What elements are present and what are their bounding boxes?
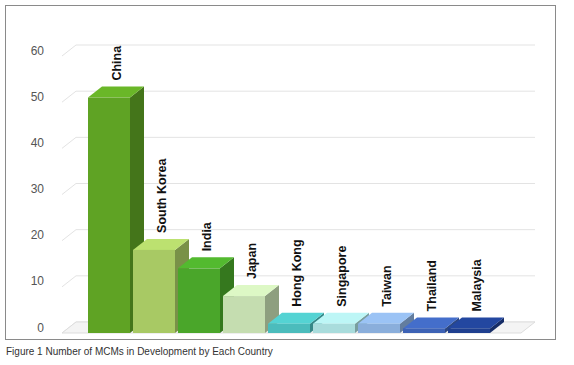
category-label: South Korea bbox=[155, 158, 169, 233]
bar-top bbox=[88, 87, 144, 98]
category-label: Singapore bbox=[335, 246, 349, 307]
frame bbox=[6, 6, 556, 340]
bar bbox=[88, 98, 130, 333]
bar bbox=[358, 324, 400, 333]
labels: China South Korea India Japan Hong Kong Singa… bbox=[110, 45, 484, 312]
bar-top bbox=[178, 257, 234, 268]
grid bbox=[62, 45, 535, 333]
bar bbox=[268, 324, 310, 333]
category-label: China bbox=[110, 45, 124, 81]
bar bbox=[313, 324, 355, 333]
bar bbox=[178, 268, 220, 333]
grid-line bbox=[62, 45, 535, 56]
bar-top bbox=[223, 285, 279, 296]
chart-svg: 0 10 20 30 40 50 60 China South Korea India Japan H… bbox=[0, 0, 574, 365]
category-label: Malaysia bbox=[470, 258, 484, 311]
y-tick-label: 50 bbox=[31, 90, 45, 104]
bar bbox=[133, 250, 175, 333]
bar bbox=[448, 328, 490, 333]
category-label: India bbox=[200, 221, 214, 251]
bar-top bbox=[358, 313, 414, 324]
category-label: Hong Kong bbox=[290, 239, 304, 306]
bar bbox=[223, 296, 265, 333]
y-tick-label: 0 bbox=[37, 321, 44, 335]
y-tick-label: 30 bbox=[31, 182, 45, 196]
bar bbox=[403, 328, 445, 333]
chart-container: 0 10 20 30 40 50 60 China South Korea India Japan H… bbox=[0, 0, 574, 365]
bar-top bbox=[448, 317, 504, 328]
y-tick-label: 20 bbox=[31, 228, 45, 242]
bars bbox=[88, 87, 504, 333]
category-label: Thailand bbox=[425, 260, 439, 311]
category-label: Japan bbox=[245, 243, 259, 279]
y-tick-label: 10 bbox=[31, 274, 45, 288]
caption: Figure 1 Number of MCMs in Development b… bbox=[6, 346, 273, 357]
y-tick-label: 60 bbox=[31, 44, 45, 58]
y-tick-label: 40 bbox=[31, 136, 45, 150]
bar-top bbox=[133, 239, 189, 250]
category-label: Taiwan bbox=[380, 265, 394, 306]
